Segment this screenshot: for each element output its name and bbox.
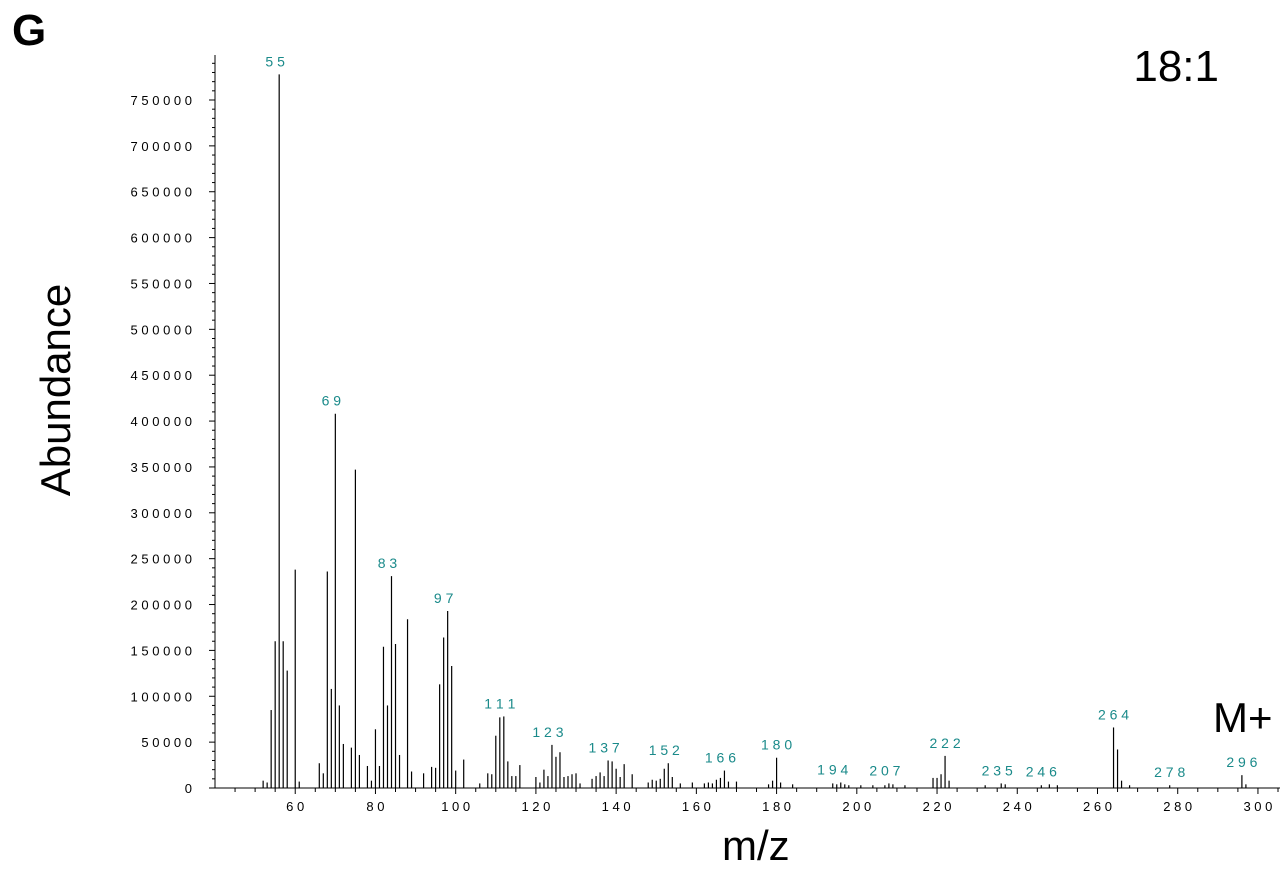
x-tick-label: 3 0 0: [1243, 799, 1272, 814]
y-tick-label: 7 5 0 0 0 0: [131, 93, 192, 108]
y-tick-label: 5 5 0 0 0 0: [131, 276, 192, 291]
x-tick-label: 1 4 0: [602, 799, 631, 814]
peak-bars: [262, 74, 1247, 788]
y-tick-label: 6 5 0 0 0 0: [131, 185, 192, 200]
peak-label: 1 9 4: [817, 761, 848, 777]
x-tick-label: 8 0: [366, 799, 384, 814]
peak-label: 2 9 6: [1226, 754, 1257, 770]
peak-label: 8 3: [378, 555, 398, 571]
peak-label: 1 5 2: [649, 742, 680, 758]
x-tick-label: 2 4 0: [1003, 799, 1032, 814]
axes: 0 5 0 0 0 0 1 0 0 0 0 0 1 5 0 0 0 0 2 0 0 0 …: [131, 55, 1280, 814]
y-tick-label: 4 5 0 0 0 0: [131, 368, 192, 383]
x-tick-label: 1 8 0: [762, 799, 791, 814]
peak-labels: 5 5 6 9 8 3 9 7 1 1 1 1 2 3 1 3 7 1 5 2 1 6 6 1 8…: [265, 53, 1257, 780]
peak-label: 2 4 6: [1026, 763, 1057, 779]
molecular-ion-label: M+: [1213, 694, 1273, 741]
peak-label: 2 3 5: [982, 762, 1013, 778]
x-axis-label: m/z: [722, 822, 790, 869]
y-tick-label: 1 5 0 0 0 0: [131, 643, 192, 658]
peak-label: 5 5: [265, 53, 285, 69]
peak-label: 9 7: [434, 590, 454, 606]
x-tick-label: 2 6 0: [1083, 799, 1112, 814]
panel-letter: G: [12, 6, 47, 55]
peak-label: 2 0 7: [869, 762, 900, 778]
x-tick-label: 2 0 0: [842, 799, 871, 814]
x-tick-label: 2 8 0: [1163, 799, 1192, 814]
peak-label: 2 7 8: [1154, 764, 1185, 780]
y-tick-label: 5 0 0 0 0 0: [131, 322, 192, 337]
y-tick-label: 4 0 0 0 0 0: [131, 414, 192, 429]
y-tick-label: 7 0 0 0 0 0: [131, 139, 192, 154]
peak-label: 1 2 3: [532, 724, 563, 740]
peak-label: 2 6 4: [1098, 706, 1129, 722]
y-tick-label: 6 0 0 0 0 0: [131, 231, 192, 246]
y-tick-label: 2 0 0 0 0 0: [131, 598, 192, 613]
y-tick-label: 3 5 0 0 0 0: [131, 460, 192, 475]
y-tick-label: 0: [185, 781, 192, 796]
x-tick-label: 6 0: [286, 799, 304, 814]
peak-label: 1 6 6: [705, 750, 736, 766]
y-tick-label: 2 5 0 0 0 0: [131, 552, 192, 567]
x-tick-label: 2 2 0: [923, 799, 952, 814]
x-tick-label: 1 6 0: [682, 799, 711, 814]
peak-label: 6 9: [322, 393, 342, 409]
peak-label: 1 8 0: [761, 737, 792, 753]
y-tick-label: 3 0 0 0 0 0: [131, 506, 192, 521]
peak-label: 1 3 7: [589, 739, 620, 755]
x-tick-label: 1 2 0: [521, 799, 550, 814]
x-tick-label: 1 0 0: [441, 799, 470, 814]
y-tick-label: 5 0 0 0 0: [141, 735, 192, 750]
ratio-label: 18:1: [1133, 42, 1219, 91]
peak-label: 2 2 2: [929, 735, 960, 751]
peak-label: 1 1 1: [484, 695, 515, 711]
y-tick-label: 1 0 0 0 0 0: [131, 689, 192, 704]
